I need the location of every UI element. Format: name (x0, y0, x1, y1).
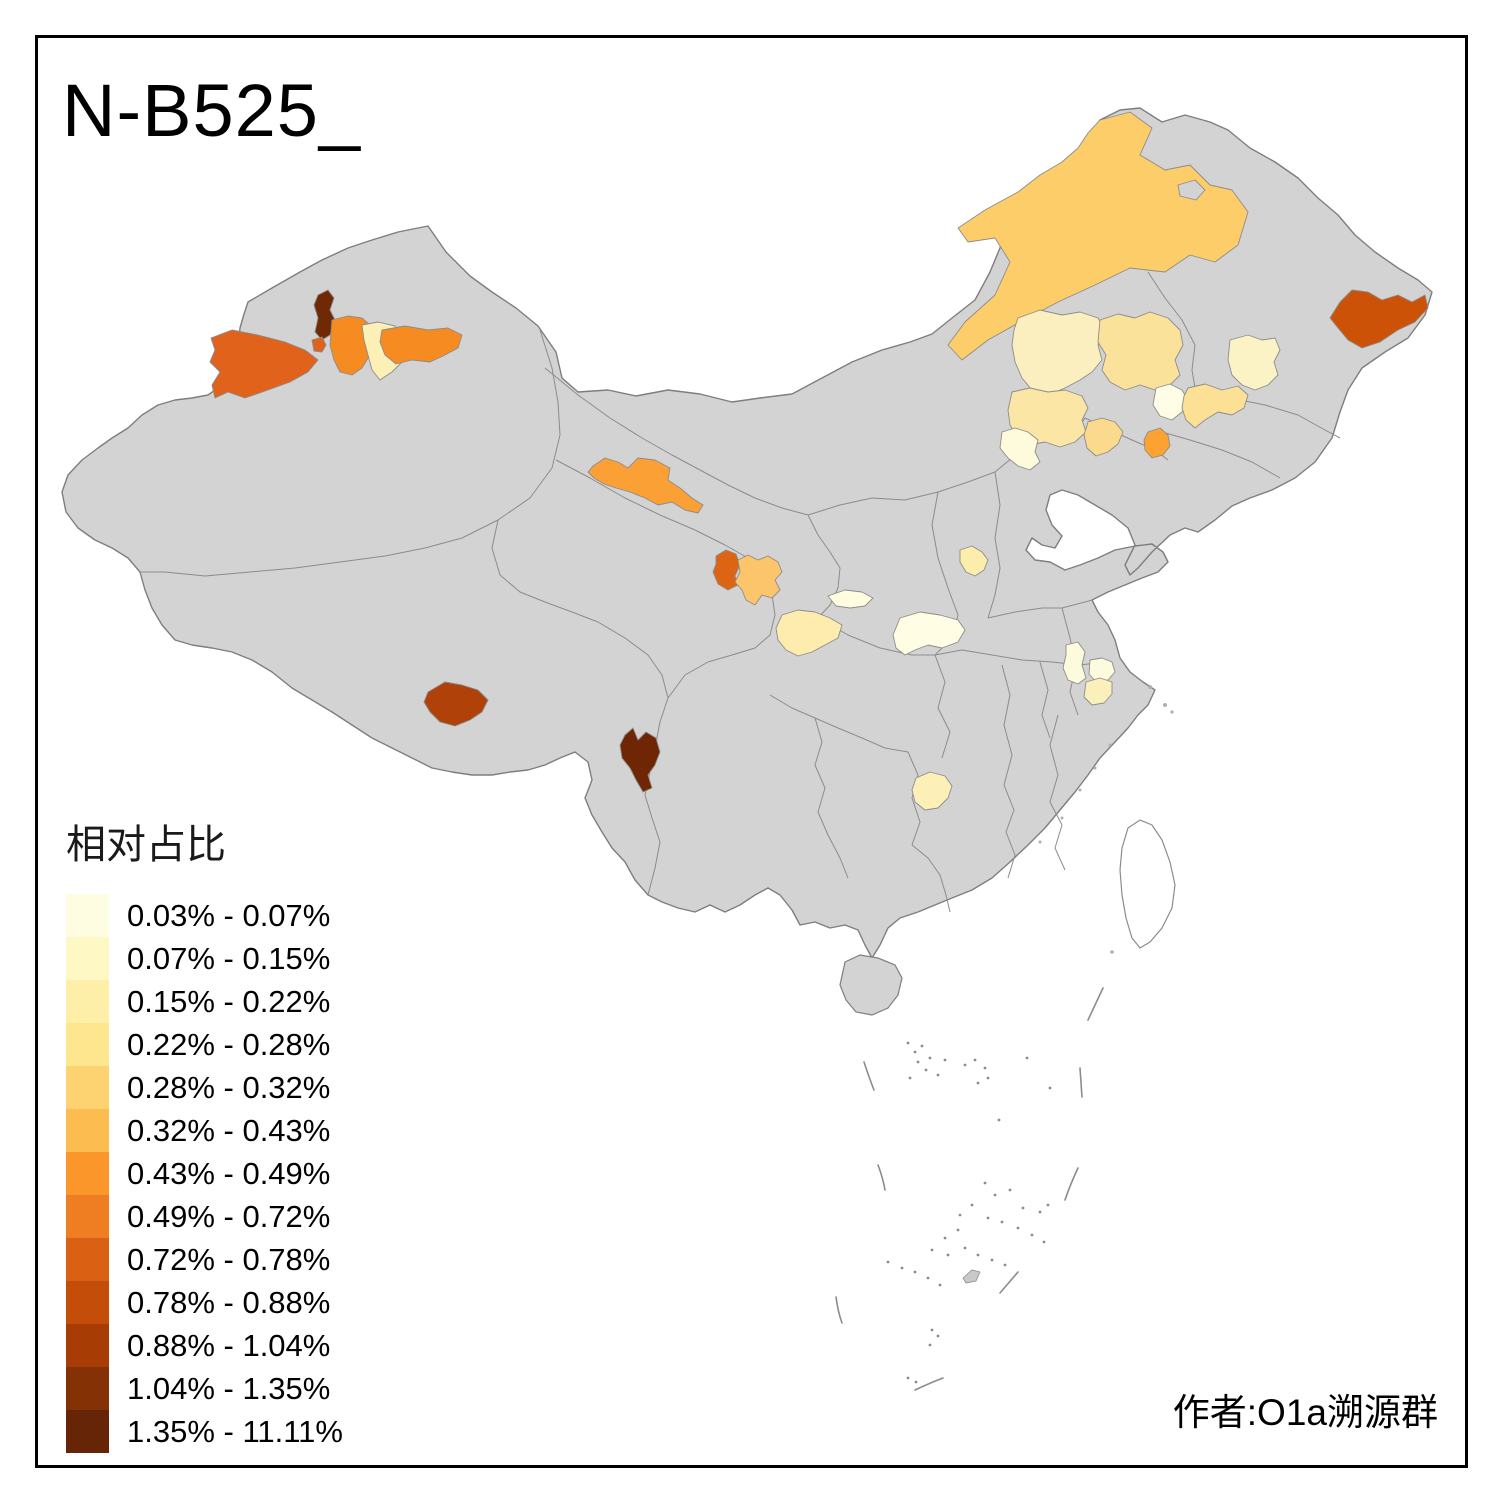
legend-label: 0.07% - 0.15% (127, 940, 331, 976)
legend-swatch (66, 1152, 109, 1195)
region-jiangsu-north-1 (1062, 641, 1087, 685)
region-xinjiang-west (209, 329, 319, 399)
region-gansu-east-sliver (827, 589, 874, 609)
legend-label: 0.03% - 0.07% (127, 897, 331, 933)
legend-item: 0.49% - 0.72% (66, 1195, 343, 1238)
region-xinjiang-north-mid (329, 315, 371, 376)
region-jiangsu-north-2 (1088, 657, 1116, 683)
legend-item: 0.15% - 0.22% (66, 980, 343, 1023)
region-liaoning-west (1083, 417, 1124, 457)
legend-swatch (66, 1066, 109, 1109)
region-gansu-southeast (775, 609, 843, 657)
region-jilin-siping (1181, 383, 1249, 429)
attribution: 作者:O1a溯源群 (1172, 1392, 1438, 1433)
region-nei-mongol-tongliao (1097, 311, 1184, 391)
region-nei-mongol-xilingol (1011, 309, 1106, 396)
legend-item: 0.72% - 0.78% (66, 1238, 343, 1281)
taiwan-island (1119, 819, 1176, 949)
legend-items: 0.03% - 0.07% 0.07% - 0.15% 0.15% - 0.22% 0… (66, 894, 343, 1453)
legend-swatch (66, 980, 109, 1023)
legend-swatch (66, 1109, 109, 1152)
page-title: N-B525_ (62, 69, 362, 152)
legend-swatch (66, 1023, 109, 1066)
region-qinghai-east-light (734, 554, 783, 606)
region-xinjiang-north-dark (313, 289, 337, 341)
legend-item: 0.88% - 1.04% (66, 1324, 343, 1367)
legend-item: 0.28% - 0.32% (66, 1066, 343, 1109)
south-china-sea-islets (886, 1041, 1052, 1384)
legend-label: 0.28% - 0.32% (127, 1069, 331, 1105)
plot-frame (35, 35, 1468, 1468)
legend-swatch (66, 1367, 109, 1410)
region-heilongjiang-east (1329, 289, 1429, 349)
legend-label: 0.15% - 0.22% (127, 983, 331, 1019)
legend-label: 0.43% - 0.49% (127, 1155, 331, 1191)
nine-dash-line (835, 987, 1104, 1391)
region-beijing (999, 427, 1041, 471)
legend-title: 相对占比 (66, 823, 226, 867)
region-shaanxi-south (892, 611, 966, 656)
legend-item: 0.78% - 0.88% (66, 1281, 343, 1324)
legend-label: 0.22% - 0.28% (127, 1026, 331, 1062)
legend: 相对占比 0.03% - 0.07% 0.07% - 0.15% 0.15% - 0… (66, 812, 343, 1453)
legend-label: 1.04% - 1.35% (127, 1370, 331, 1406)
region-yunnan-northwest (619, 727, 661, 793)
legend-swatch (66, 937, 109, 980)
legend-item: 1.35% - 11.11% (66, 1410, 343, 1453)
region-gansu-hexi-corridor (587, 457, 704, 514)
region-xinjiang-north-small (311, 336, 327, 353)
legend-swatch (66, 1324, 109, 1367)
legend-item: 0.07% - 0.15% (66, 937, 343, 980)
legend-swatch (66, 894, 109, 937)
province-boundaries (140, 271, 1341, 913)
choropleth-regions (209, 111, 1429, 811)
region-jilin-east (1227, 334, 1281, 391)
legend-label: 0.88% - 1.04% (127, 1327, 331, 1363)
region-jilin-changchun (1152, 383, 1189, 421)
legend-swatch (66, 1281, 109, 1324)
legend-item: 0.43% - 0.49% (66, 1152, 343, 1195)
region-tibet-central (423, 681, 489, 727)
legend-label: 0.32% - 0.43% (127, 1112, 331, 1148)
legend-label: 0.72% - 0.78% (127, 1241, 331, 1277)
legend-label: 0.49% - 0.72% (127, 1198, 331, 1234)
legend-label: 1.35% - 11.11% (127, 1413, 343, 1449)
legend-item: 0.22% - 0.28% (66, 1023, 343, 1066)
region-guizhou-central (911, 771, 953, 811)
legend-swatch (66, 1195, 109, 1238)
coastal-islands (1038, 685, 1174, 954)
region-liaoning-east-orange (1143, 427, 1171, 459)
region-hulunbuir-enclave (1177, 179, 1206, 201)
legend-item: 0.32% - 0.43% (66, 1109, 343, 1152)
legend-swatch (66, 1238, 109, 1281)
hainan-island (839, 954, 903, 1016)
region-xinjiang-north-east (379, 325, 463, 365)
legend-label: 0.78% - 0.88% (127, 1284, 331, 1320)
legend-item: 1.04% - 1.35% (66, 1367, 343, 1410)
legend-swatch (66, 1410, 109, 1453)
region-shanxi-south (959, 545, 989, 577)
legend-item: 0.03% - 0.07% (66, 894, 343, 937)
region-jiangsu-huaian (1083, 677, 1113, 706)
